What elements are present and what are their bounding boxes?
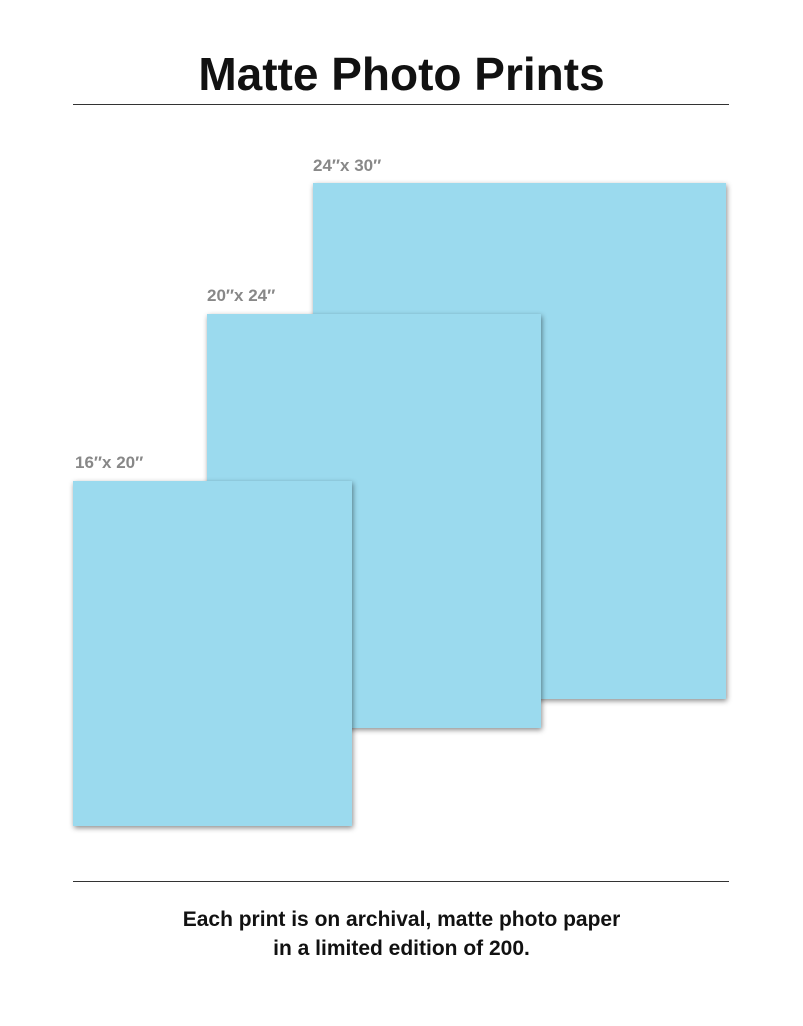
bottom-divider bbox=[73, 881, 729, 882]
print-small bbox=[73, 481, 352, 826]
top-divider bbox=[73, 104, 729, 105]
print-size-label-small: 16″x 20″ bbox=[75, 453, 144, 472]
footer-line-2: in a limited edition of 200. bbox=[273, 937, 530, 960]
footer-line-1: Each print is on archival, matte photo p… bbox=[182, 908, 621, 931]
print-size-label-medium: 20″x 24″ bbox=[207, 286, 276, 305]
page-title: Matte Photo Prints bbox=[198, 48, 605, 100]
print-size-label-large: 24″x 30″ bbox=[313, 156, 382, 175]
